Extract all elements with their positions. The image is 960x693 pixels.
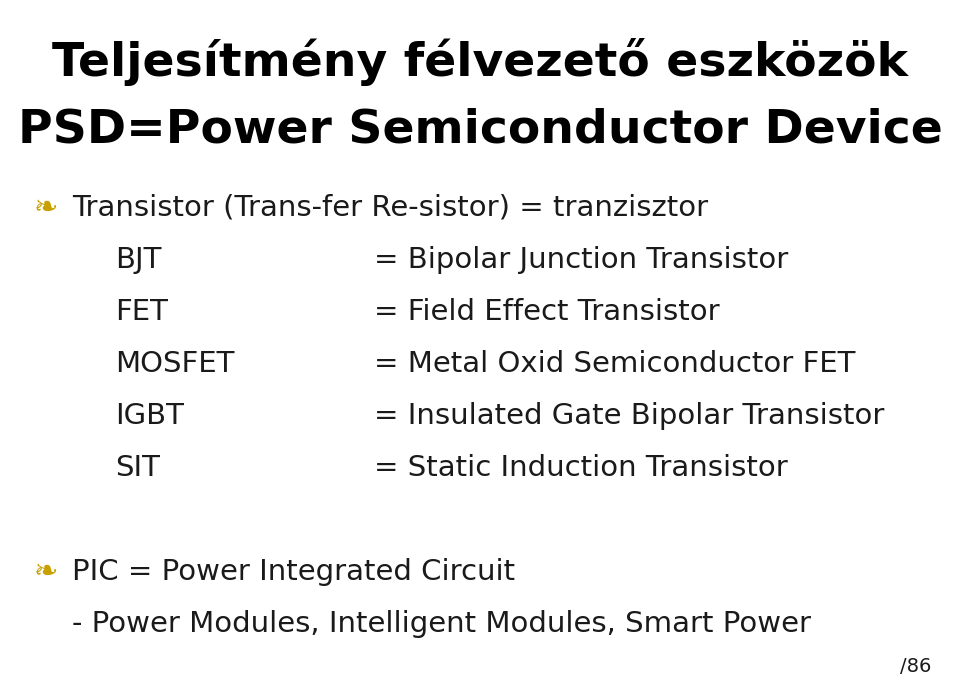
Text: SIT: SIT	[115, 454, 160, 482]
Text: FET: FET	[115, 298, 168, 326]
Text: IGBT: IGBT	[115, 402, 184, 430]
Text: = Field Effect Transistor: = Field Effect Transistor	[374, 298, 720, 326]
Text: PSD=Power Semiconductor Device: PSD=Power Semiconductor Device	[17, 107, 943, 152]
Text: ❧: ❧	[34, 558, 58, 586]
Text: PIC = Power Integrated Circuit: PIC = Power Integrated Circuit	[72, 558, 516, 586]
Text: Transistor (Trans-fer Re-sistor) = tranzisztor: Transistor (Trans-fer Re-sistor) = tranz…	[72, 194, 708, 222]
Text: /86: /86	[900, 657, 931, 676]
Text: = Static Induction Transistor: = Static Induction Transistor	[374, 454, 788, 482]
Text: = Bipolar Junction Transistor: = Bipolar Junction Transistor	[374, 246, 789, 274]
Text: Teljesítmény félvezető eszközök: Teljesítmény félvezető eszközök	[52, 38, 908, 86]
Text: = Insulated Gate Bipolar Transistor: = Insulated Gate Bipolar Transistor	[374, 402, 885, 430]
Text: MOSFET: MOSFET	[115, 350, 234, 378]
Text: - Power Modules, Intelligent Modules, Smart Power: - Power Modules, Intelligent Modules, Sm…	[72, 610, 811, 638]
Text: = Metal Oxid Semiconductor FET: = Metal Oxid Semiconductor FET	[374, 350, 855, 378]
Text: BJT: BJT	[115, 246, 161, 274]
Text: ❧: ❧	[34, 194, 58, 222]
